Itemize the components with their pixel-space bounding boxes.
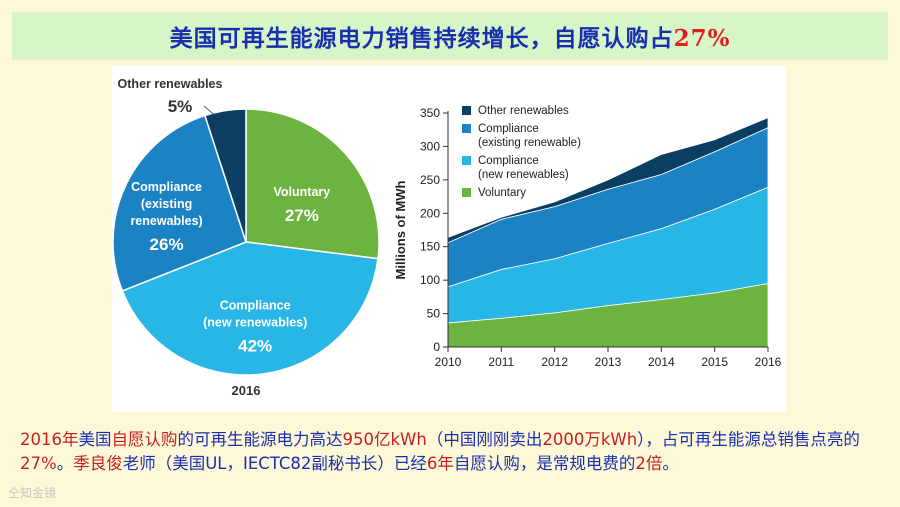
pie-slice-label: Compliance bbox=[131, 180, 202, 194]
watermark: 仝知金镜 bbox=[8, 486, 57, 500]
caption-text-part: 的可再生能源电力高达 bbox=[177, 430, 343, 449]
caption-text-part: ），占可再生能源总销售点亮的 bbox=[637, 430, 860, 449]
title-main: 美国可再生能源电力销售持续增长，自愿认购占 bbox=[169, 25, 674, 52]
pie-slice-label: renewables) bbox=[130, 214, 202, 228]
area-series bbox=[447, 117, 769, 244]
caption-text: 2016年美国自愿认购的可再生能源电力高达950亿kWh（中国刚刚卖出2000万… bbox=[20, 428, 886, 476]
y-tick-label: 150 bbox=[420, 240, 440, 254]
x-tick-label: 2014 bbox=[648, 355, 675, 369]
caption-text-part: 自愿认购，是常规电费的 bbox=[453, 454, 636, 473]
caption-person: 季良俊 bbox=[73, 454, 123, 473]
pie-slice-value: 42% bbox=[238, 337, 272, 356]
y-tick-label: 200 bbox=[420, 206, 440, 220]
title-percentage: 27% bbox=[673, 25, 731, 52]
x-tick-label: 2010 bbox=[435, 355, 462, 369]
y-tick-label: 50 bbox=[427, 307, 441, 321]
pie-slice-label: Voluntary bbox=[274, 185, 331, 199]
pie-slice-label: (existing bbox=[141, 197, 192, 211]
legend-label: Other renewables bbox=[478, 105, 569, 117]
page-title: 美国可再生能源电力销售持续增长，自愿认购占27% bbox=[170, 19, 731, 53]
caption-text-part: （中国刚刚卖出 bbox=[426, 430, 543, 449]
y-tick-label: 350 bbox=[420, 106, 440, 120]
caption-voluntary: 自愿认购 bbox=[111, 430, 178, 449]
pie-slice bbox=[203, 108, 247, 243]
pie-slice-value: 5% bbox=[168, 97, 193, 116]
pie-leader-line bbox=[203, 105, 228, 127]
pie-slice bbox=[112, 114, 247, 292]
caption-years: 6年 bbox=[426, 454, 454, 473]
title-bar: 美国可再生能源电力销售持续增长，自愿认购占27% bbox=[12, 12, 888, 60]
legend-swatch bbox=[462, 106, 471, 115]
legend-label: Voluntary bbox=[478, 187, 526, 199]
legend-swatch bbox=[462, 124, 471, 133]
pie-slice-value: 26% bbox=[150, 235, 184, 254]
pie-slice-label: Other renewables bbox=[118, 77, 223, 91]
pie-slice-label: Compliance bbox=[220, 299, 291, 313]
y-tick-label: 0 bbox=[433, 340, 440, 354]
x-tick-label: 2012 bbox=[541, 355, 568, 369]
pie-slice bbox=[245, 108, 380, 260]
y-tick-label: 250 bbox=[420, 173, 440, 187]
caption-multiple: 2倍 bbox=[635, 454, 663, 473]
legend-label: (new renewables) bbox=[478, 169, 569, 181]
pie-year-label: 2016 bbox=[232, 383, 261, 398]
caption-share: 27% bbox=[20, 454, 57, 473]
x-tick-label: 2013 bbox=[595, 355, 622, 369]
legend-label: (existing renewable) bbox=[478, 137, 581, 149]
y-tick-label: 100 bbox=[420, 273, 440, 287]
charts-canvas: Voluntary 27% Compliance (new renewables) 42… bbox=[112, 77, 782, 398]
chart-panel: Voluntary 27% Compliance (new renewables) 42… bbox=[112, 66, 786, 412]
pie-slice-label: (new renewables) bbox=[203, 316, 307, 330]
y-tick-label: 300 bbox=[420, 139, 440, 153]
y-axis-title: Millions of MWh bbox=[393, 180, 408, 279]
pie-slice-value: 27% bbox=[285, 206, 319, 225]
x-tick-label: 2016 bbox=[755, 355, 782, 369]
pie-slice bbox=[121, 241, 379, 376]
x-tick-label: 2011 bbox=[488, 355, 514, 369]
caption-amount: 950亿kWh bbox=[342, 430, 427, 449]
legend-label: Compliance bbox=[478, 155, 539, 167]
caption-text-part: 老师（美国UL，IECTC82副秘书长）已经 bbox=[122, 454, 427, 473]
caption-country: 美国 bbox=[78, 430, 112, 449]
legend-label: Compliance bbox=[478, 123, 539, 135]
caption-year: 2016年 bbox=[20, 430, 79, 449]
caption-text-part: 。 bbox=[662, 454, 679, 473]
legend-swatch bbox=[462, 156, 471, 165]
caption-china-amount: 2000万kWh bbox=[542, 430, 638, 449]
x-tick-label: 2015 bbox=[701, 355, 728, 369]
legend-swatch bbox=[462, 188, 471, 197]
caption-text-part: 。 bbox=[56, 454, 74, 473]
